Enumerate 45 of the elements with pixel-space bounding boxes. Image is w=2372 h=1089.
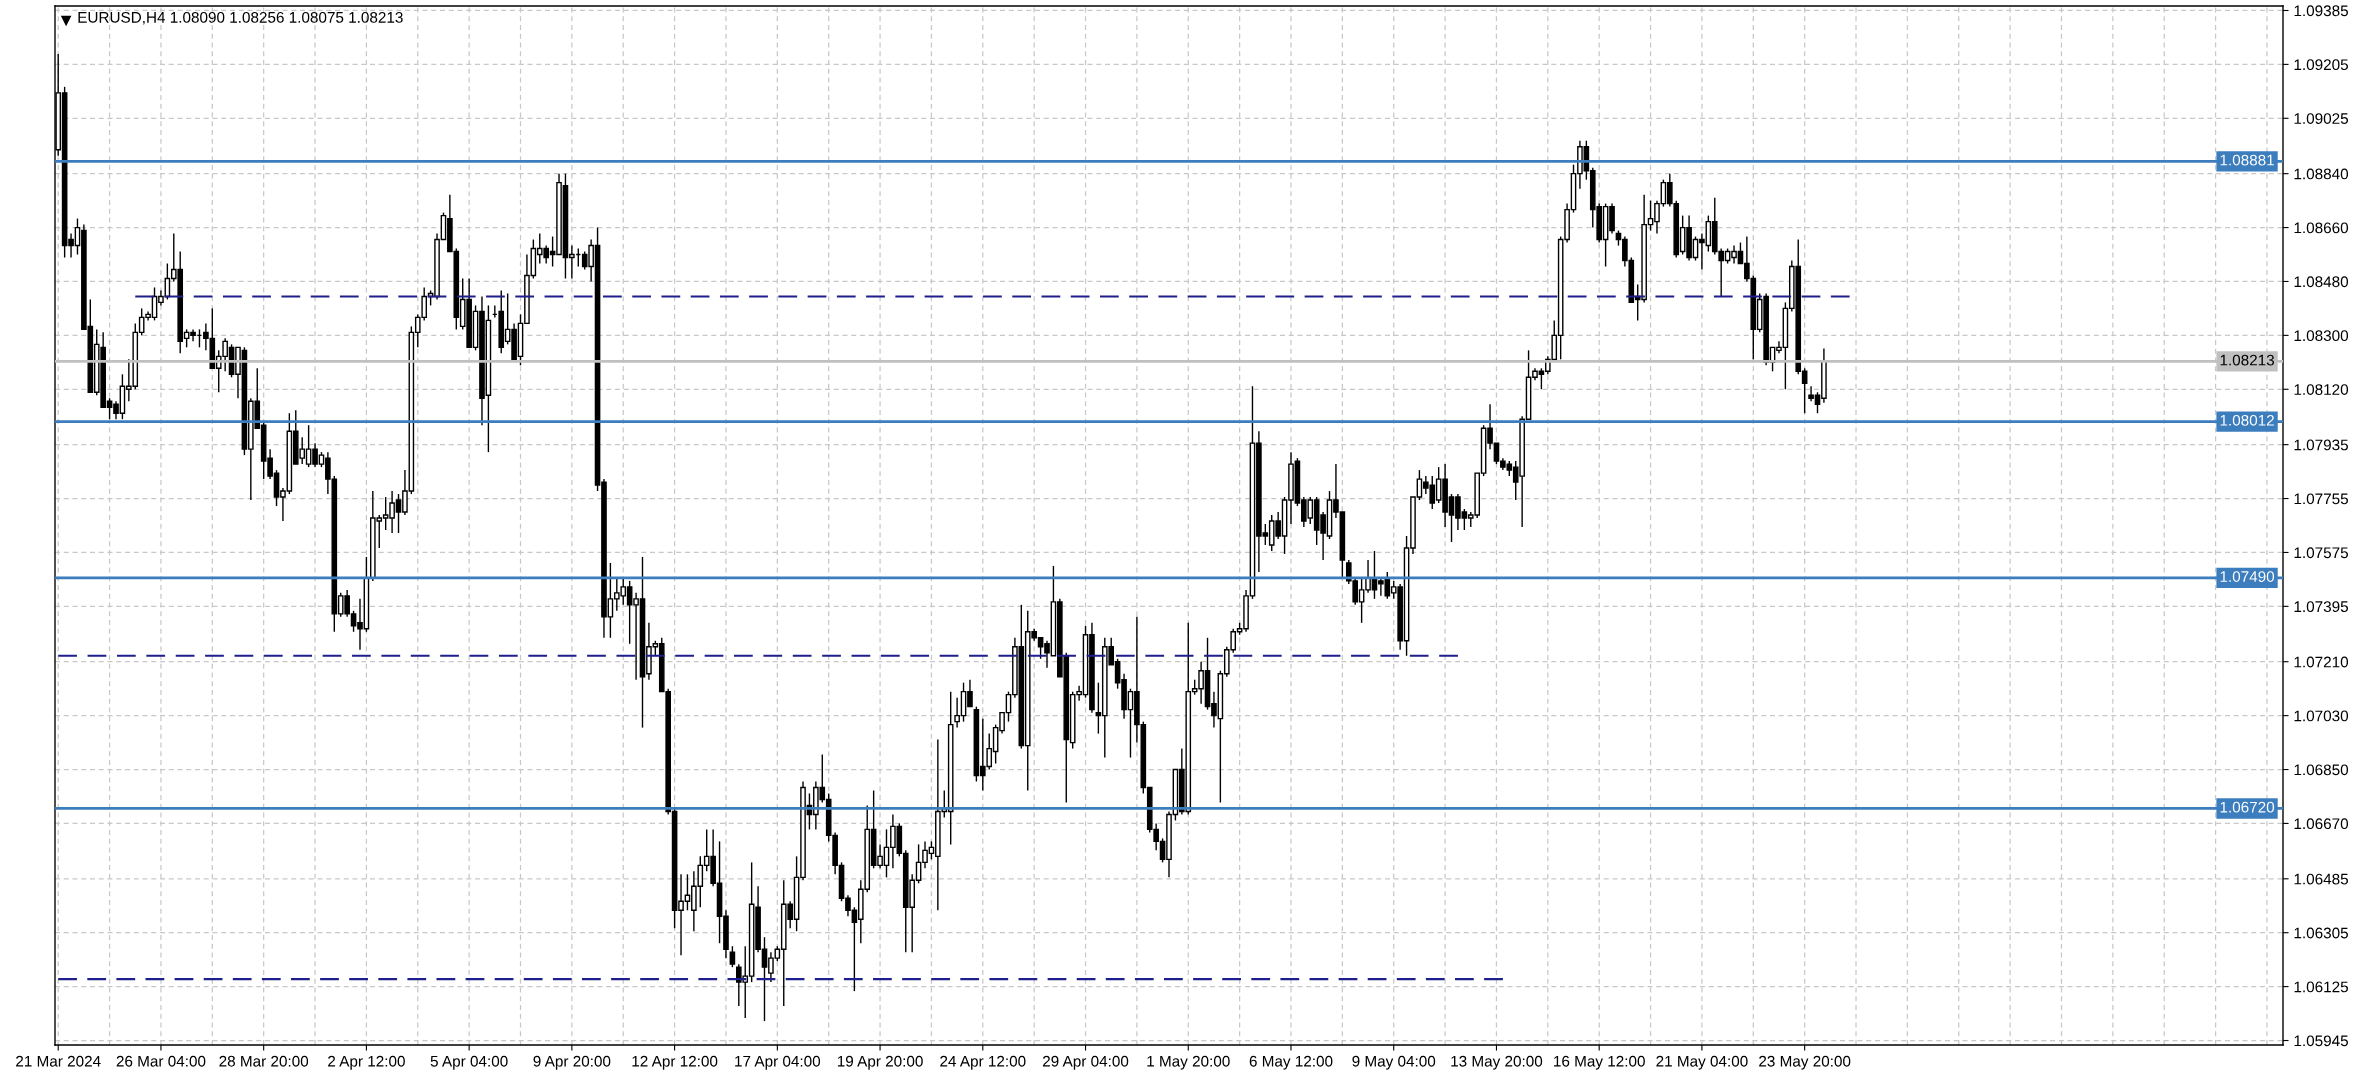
ref-line-label: 1.08012 bbox=[2220, 414, 2274, 426]
y-tick-label: 1.07575 bbox=[2294, 547, 2348, 559]
y-tick-label: 1.06850 bbox=[2294, 764, 2349, 776]
ref-line-label: 1.08881 bbox=[2220, 154, 2274, 166]
y-tick-label: 1.08840 bbox=[2294, 168, 2349, 180]
y-tick-label: 1.09025 bbox=[2294, 113, 2348, 124]
y-tick-label: 1.06485 bbox=[2294, 873, 2348, 885]
y-tick-label: 1.07210 bbox=[2294, 656, 2349, 668]
x-tick-label: 21 Mar 2024 bbox=[16, 1055, 101, 1067]
y-tick-label: 1.07755 bbox=[2294, 493, 2348, 505]
x-tick-label: 24 Apr 12:00 bbox=[940, 1055, 1026, 1070]
y-tick-label: 1.09205 bbox=[2294, 59, 2348, 71]
ref-line-label: 1.07490 bbox=[2220, 571, 2275, 582]
x-tick-label: 21 May 04:00 bbox=[1656, 1055, 1748, 1070]
y-tick-label: 1.09385 bbox=[2294, 5, 2348, 17]
ref-line-label: 1.08213 bbox=[2220, 354, 2274, 366]
x-tick-label: 6 May 12:00 bbox=[1249, 1055, 1333, 1070]
chart-title: EURUSD,H4 1.08090 1.08256 1.08075 1.08213 bbox=[78, 11, 403, 25]
y-tick-label: 1.07030 bbox=[2294, 710, 2349, 722]
x-tick-label: 23 May 20:00 bbox=[1759, 1055, 1851, 1070]
y-tick-label: 1.05945 bbox=[2294, 1035, 2348, 1047]
x-tick-label: 13 May 20:00 bbox=[1451, 1055, 1543, 1070]
y-tick-label: 1.08300 bbox=[2294, 330, 2349, 342]
x-tick-label: 16 May 12:00 bbox=[1554, 1055, 1645, 1070]
y-tick-label: 1.06670 bbox=[2294, 818, 2349, 830]
x-tick-label: 9 Apr 20:00 bbox=[533, 1055, 611, 1070]
x-tick-label: 26 Mar 04:00 bbox=[116, 1055, 206, 1067]
x-tick-label: 9 May 04:00 bbox=[1352, 1055, 1436, 1070]
y-tick-label: 1.06125 bbox=[2294, 981, 2348, 993]
x-tick-label: 1 May 20:00 bbox=[1147, 1055, 1230, 1070]
x-tick-label: 19 Apr 20:00 bbox=[837, 1055, 923, 1070]
x-tick-label: 29 Apr 04:00 bbox=[1042, 1055, 1129, 1070]
y-tick-label: 1.06305 bbox=[2294, 927, 2348, 939]
x-tick-label: 2 Apr 12:00 bbox=[328, 1055, 405, 1070]
ref-line-label: 1.06720 bbox=[2220, 801, 2275, 813]
y-tick-label: 1.08480 bbox=[2294, 276, 2349, 288]
x-tick-label: 5 Apr 04:00 bbox=[430, 1055, 508, 1070]
y-tick-label: 1.08660 bbox=[2294, 222, 2349, 234]
y-tick-label: 1.07935 bbox=[2294, 439, 2348, 451]
candlestick bbox=[729, 945, 736, 968]
x-tick-label: 12 Apr 12:00 bbox=[632, 1055, 718, 1070]
x-tick-label: 28 Mar 20:00 bbox=[219, 1055, 309, 1067]
y-tick-label: 1.07395 bbox=[2294, 601, 2348, 613]
y-tick-label: 1.08120 bbox=[2294, 384, 2349, 395]
x-tick-label: 17 Apr 04:00 bbox=[735, 1055, 821, 1070]
